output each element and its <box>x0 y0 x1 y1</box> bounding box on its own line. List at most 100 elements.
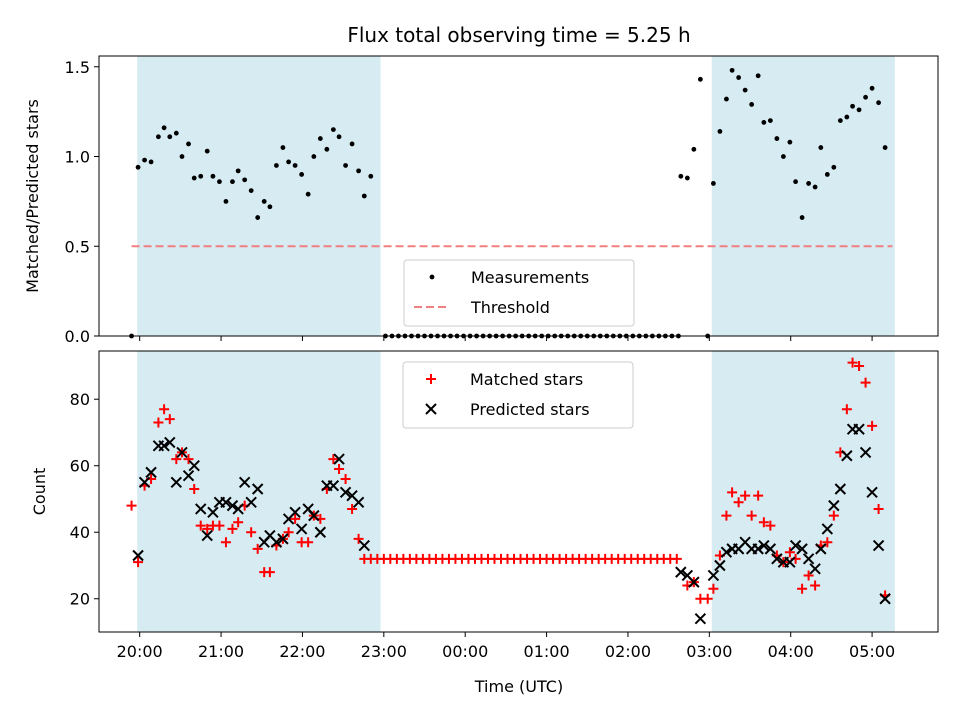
data-point <box>202 523 213 534</box>
data-point <box>145 466 157 479</box>
data-point <box>834 483 847 495</box>
data-point <box>353 533 364 544</box>
data-point <box>784 556 796 568</box>
data-point <box>841 450 853 462</box>
data-point <box>153 417 164 428</box>
data-point <box>758 517 769 528</box>
data-point <box>270 536 283 548</box>
data-point <box>873 503 884 514</box>
x-tick-label: 05:00 <box>849 642 895 661</box>
y-tick-label: 40 <box>70 523 90 542</box>
x-tick-label: 00:00 <box>442 642 488 661</box>
y-tick-label: 80 <box>70 390 90 409</box>
series-predicted-stars <box>132 423 891 625</box>
data-point <box>179 154 185 159</box>
data-point <box>765 520 776 531</box>
data-point <box>195 503 207 515</box>
data-point <box>717 128 723 134</box>
data-point <box>204 148 210 154</box>
data-point <box>328 454 339 465</box>
legend-label: Measurements <box>471 268 589 287</box>
legend: Measurements Threshold <box>403 259 635 327</box>
data-point <box>214 520 225 531</box>
data-point <box>327 479 340 492</box>
data-point <box>789 539 802 552</box>
series-measurements <box>129 67 888 339</box>
data-point <box>252 543 263 554</box>
data-point <box>821 523 834 535</box>
data-point <box>809 563 821 575</box>
legend-box <box>402 361 634 429</box>
observing-span <box>711 56 895 336</box>
data-point <box>797 583 808 594</box>
data-point <box>803 570 814 581</box>
data-point <box>847 357 858 368</box>
data-point <box>220 537 231 548</box>
data-point <box>761 120 767 125</box>
data-point <box>210 173 216 179</box>
data-point <box>164 436 176 449</box>
data-point <box>223 198 229 204</box>
data-point <box>675 566 687 578</box>
data-point <box>286 159 292 165</box>
data-point <box>882 145 888 150</box>
data-point <box>333 453 345 465</box>
data-point <box>289 506 301 518</box>
data-point <box>828 499 840 512</box>
data-point <box>733 497 744 508</box>
data-point <box>714 559 726 572</box>
y-tick-label: 1.0 <box>65 148 90 167</box>
data-point <box>721 510 732 521</box>
data-point <box>853 423 865 435</box>
y-tick-label: 0.0 <box>65 327 90 346</box>
panel-ratio: 0.0 0.5 1.0 1.5 Matched/Predicted stars Measu… <box>23 55 939 346</box>
data-point <box>238 476 251 489</box>
data-point <box>183 454 194 465</box>
x-tick-label: 03:00 <box>686 642 732 661</box>
data-point <box>752 543 764 555</box>
data-point <box>684 175 690 181</box>
data-point <box>867 420 878 431</box>
data-point <box>303 537 314 548</box>
data-point <box>242 177 248 183</box>
data-point <box>850 103 855 109</box>
data-point <box>746 510 757 521</box>
data-point <box>330 127 336 132</box>
data-point <box>818 145 824 150</box>
data-point <box>283 527 294 538</box>
data-point <box>691 146 697 152</box>
data-point <box>879 593 891 605</box>
data-point <box>195 520 206 531</box>
data-point <box>872 539 885 552</box>
data-point <box>780 154 786 159</box>
data-point <box>841 404 852 415</box>
data-point <box>749 102 755 107</box>
data-point <box>844 114 850 120</box>
y-tick-label: 20 <box>70 590 90 609</box>
data-point <box>167 134 173 140</box>
data-point <box>806 181 812 186</box>
data-point <box>859 446 872 459</box>
data-point <box>736 75 742 80</box>
data-point <box>707 569 720 582</box>
x-tick-label: 04:00 <box>768 642 814 661</box>
data-point <box>159 404 170 415</box>
data-point <box>784 547 795 558</box>
data-point <box>267 204 273 210</box>
data-point <box>217 179 222 185</box>
data-point <box>251 483 264 495</box>
data-point <box>245 496 257 509</box>
data-point <box>349 141 355 147</box>
data-point <box>710 181 716 186</box>
data-point <box>771 553 783 565</box>
x-tick-label: 21:00 <box>198 642 244 661</box>
data-point <box>317 136 323 141</box>
legend: Matched stars Predicted stars <box>402 361 634 429</box>
data-point <box>227 523 238 534</box>
x-tick-label: 23:00 <box>361 642 407 661</box>
data-point <box>787 139 793 145</box>
legend-swatch <box>426 374 436 384</box>
data-point <box>340 474 351 485</box>
data-point <box>189 484 200 495</box>
data-point <box>860 377 871 388</box>
